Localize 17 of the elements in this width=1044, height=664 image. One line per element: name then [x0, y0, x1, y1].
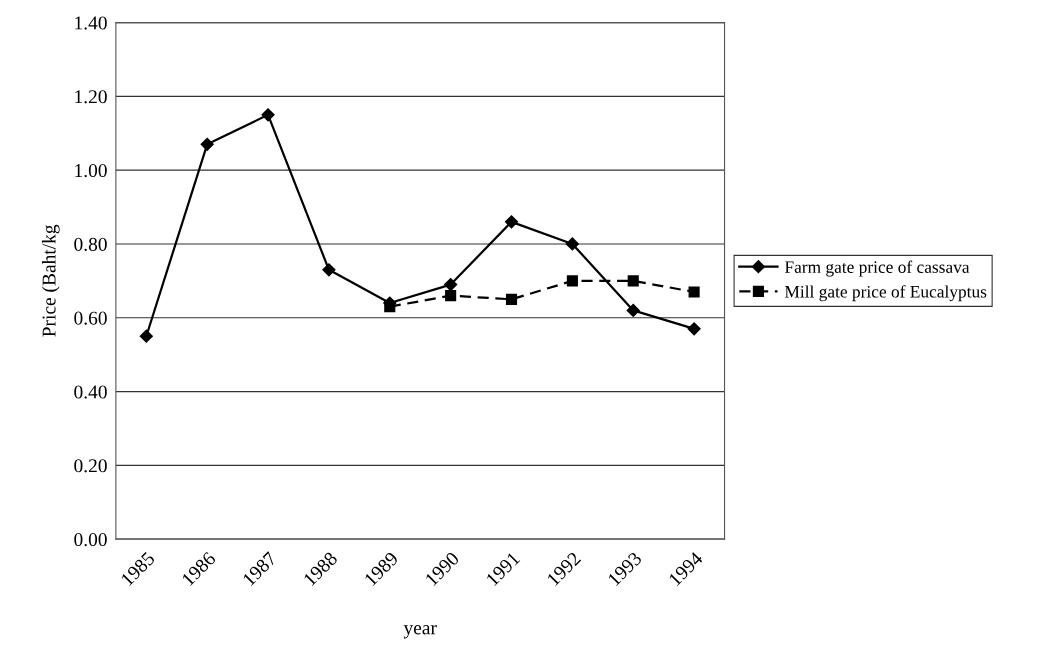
y-axis-title: Price (Baht/kg	[41, 224, 60, 337]
y-tick-label: 0.80	[74, 237, 107, 251]
y-tick-label: 0.00	[74, 532, 107, 547]
y-tick-label: 0.40	[74, 385, 107, 399]
x-tick-label: 1989	[363, 551, 399, 587]
x-axis-title: year	[403, 625, 437, 639]
y-tick-label: 1.20	[75, 90, 107, 104]
legend-label: Farm gate price of cassava	[784, 260, 970, 277]
x-tick-label: 1992	[546, 551, 582, 587]
y-tick-label: 1.00	[75, 163, 107, 178]
y-tick-label: 0.20	[74, 459, 107, 473]
y-tick-label: 0.60	[74, 311, 107, 325]
legend-label: Mill gate price of Eucalyptus	[784, 285, 987, 302]
x-tick-label: 1990	[424, 551, 460, 587]
x-tick-label: 1991	[485, 551, 521, 587]
x-tick-label: 1993	[607, 551, 643, 587]
y-tick-label: 1.40	[75, 16, 107, 30]
